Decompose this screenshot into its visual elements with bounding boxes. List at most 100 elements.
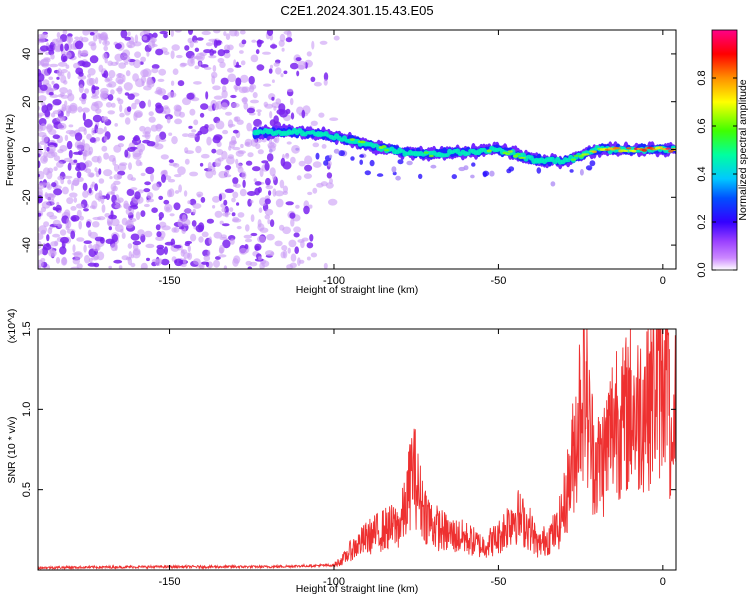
noise-dot <box>63 175 73 179</box>
snr-scale-label: (x10^4) <box>6 309 18 344</box>
noise-dot <box>230 102 240 108</box>
noise-dot <box>65 129 75 135</box>
noise-dot <box>178 184 183 193</box>
noise-dot <box>221 89 228 99</box>
noise-dot <box>183 208 192 214</box>
noise-dot <box>146 51 150 57</box>
spectrogram-ylabel: Frequency (Hz) <box>4 114 16 186</box>
noise-dot <box>213 259 220 268</box>
noise-dot <box>230 94 237 99</box>
noise-dot <box>113 164 120 172</box>
noise-dot <box>134 99 141 105</box>
noise-dot <box>329 178 333 185</box>
noise-dot <box>323 262 328 269</box>
noise-dot <box>286 264 293 269</box>
noise-dot <box>329 117 339 121</box>
noise-dot <box>224 188 234 193</box>
noise-dot <box>227 119 234 129</box>
noise-dot <box>58 210 62 214</box>
noise-dot <box>107 94 114 101</box>
ridge-cell <box>428 154 434 158</box>
noise-dot <box>77 162 87 171</box>
noise-dot <box>310 252 318 258</box>
noise-dot <box>63 80 68 85</box>
noise-dot <box>52 219 61 227</box>
noise-dot <box>144 126 152 135</box>
noise-dot <box>132 152 142 160</box>
noise-dot <box>272 174 276 181</box>
noise-dot <box>266 30 274 36</box>
noise-dot <box>281 47 285 52</box>
ridge-cell <box>583 153 590 156</box>
noise-dot <box>269 119 276 127</box>
noise-dot <box>50 249 56 256</box>
noise-dot <box>114 53 124 62</box>
noise-dot <box>97 155 102 164</box>
noise-dot <box>207 249 211 257</box>
noise-dot <box>92 243 101 252</box>
noise-dot <box>182 257 187 266</box>
noise-dot <box>235 150 244 157</box>
noise-dot <box>271 79 275 83</box>
colorbar-tick-label: 0.8 <box>696 70 708 85</box>
noise-dot <box>290 253 297 262</box>
noise-dot <box>227 67 234 73</box>
noise-dot <box>38 160 41 169</box>
noise-dot <box>82 190 89 198</box>
noise-dot <box>56 76 60 80</box>
noise-dot <box>99 31 108 41</box>
noise-dot <box>105 102 113 108</box>
noise-dot <box>98 190 103 198</box>
ridge-speckle <box>470 174 475 179</box>
noise-dot <box>235 163 243 169</box>
noise-dot <box>191 220 197 227</box>
noise-dot <box>88 41 96 47</box>
noise-dot <box>174 108 182 117</box>
ridge-speckle <box>550 181 556 187</box>
noise-dot <box>82 182 88 191</box>
noise-dot <box>46 103 53 111</box>
noise-dot <box>187 200 191 205</box>
noise-dot <box>170 80 175 86</box>
noise-dot <box>264 198 271 205</box>
noise-dot <box>211 148 217 154</box>
noise-dot <box>77 50 82 59</box>
noise-dot <box>219 244 225 254</box>
noise-dot <box>275 98 282 105</box>
noise-dot <box>198 61 202 66</box>
noise-dot <box>91 255 99 261</box>
noise-dot <box>164 241 174 246</box>
noise-dot <box>40 123 47 131</box>
noise-dot <box>151 207 158 213</box>
noise-dot <box>227 73 237 83</box>
noise-dot <box>250 214 255 223</box>
noise-dot <box>151 67 159 74</box>
noise-dot <box>271 96 275 101</box>
snr-ytick-label: 1.0 <box>21 402 33 417</box>
noise-dot <box>132 249 141 259</box>
noise-dot <box>73 159 78 163</box>
noise-dot <box>139 161 143 166</box>
snr-frame <box>37 328 677 571</box>
noise-dot <box>293 226 301 233</box>
noise-dot <box>103 152 109 160</box>
noise-dot <box>230 238 235 245</box>
ridge-speckle <box>364 170 371 176</box>
ridge-cell <box>615 147 621 150</box>
noise-dot <box>203 66 212 70</box>
noise-dot <box>134 34 139 44</box>
noise-dot <box>89 205 96 209</box>
noise-dot <box>51 80 55 85</box>
noise-dot <box>235 158 239 165</box>
noise-dot <box>254 181 262 186</box>
noise-dot <box>171 136 178 145</box>
noise-dot <box>297 257 301 266</box>
noise-dot <box>132 41 142 47</box>
noise-dot <box>312 187 318 194</box>
noise-dot <box>108 70 116 79</box>
noise-dot <box>46 234 50 242</box>
ridge-cell <box>641 148 648 152</box>
noise-dot <box>232 183 237 187</box>
noise-dot <box>287 247 291 254</box>
noise-dot <box>83 208 89 212</box>
